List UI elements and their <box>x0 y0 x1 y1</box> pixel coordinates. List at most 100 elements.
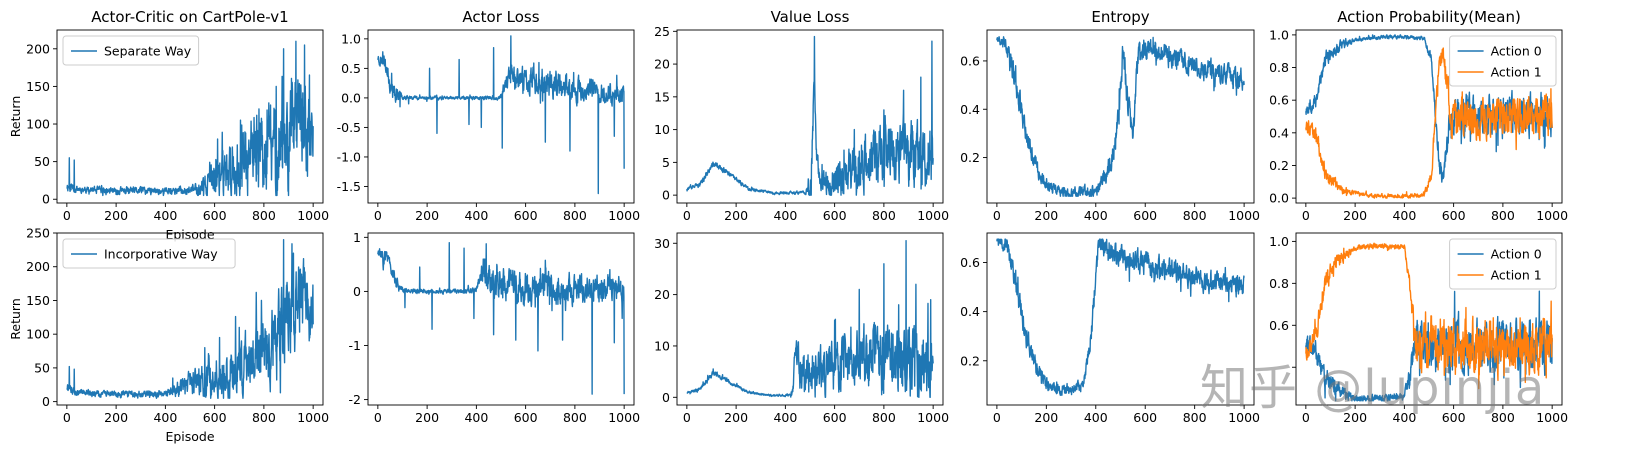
watermark: 知乎 @lupinjia <box>1200 360 1546 416</box>
x-tick-label: 600 <box>1133 208 1157 223</box>
x-tick-label: 400 <box>773 410 797 425</box>
axes-frame <box>367 232 635 406</box>
y-tick-label: 20 <box>654 287 670 302</box>
x-tick-label: 1000 <box>1228 410 1260 425</box>
y-tick-label: 0 <box>42 394 50 409</box>
x-tick-label: 400 <box>153 208 177 223</box>
y-tick-label: 0.2 <box>960 150 980 165</box>
series-line-value-loss <box>686 35 934 196</box>
y-tick-label: 15 <box>654 89 670 104</box>
x-tick-label: 200 <box>415 208 439 223</box>
x-tick-label: 600 <box>1442 208 1466 223</box>
x-tick-label: 400 <box>153 410 177 425</box>
axes-frame <box>367 29 635 204</box>
x-tick-label: 800 <box>1183 208 1207 223</box>
y-tick-label: 0.6 <box>1269 318 1289 333</box>
chart-title: Entropy <box>1091 8 1149 26</box>
y-tick-label: -0.5 <box>337 120 361 135</box>
axes-frame <box>986 29 1255 204</box>
chart-title: Actor-Critic on CartPole-v1 <box>91 8 288 26</box>
y-tick-label: 1.0 <box>341 31 361 46</box>
y-tick-label: 100 <box>26 117 50 132</box>
x-tick-label: 800 <box>1491 208 1515 223</box>
y-tick-label: 250 <box>26 226 50 241</box>
legend-box <box>62 35 200 66</box>
y-tick-label: 0.8 <box>1269 276 1289 291</box>
legend: Action 0 Action 1 <box>1449 35 1557 87</box>
chart-title: Value Loss <box>771 8 850 26</box>
y-tick-label: 0 <box>662 188 670 203</box>
legend: Separate Way <box>62 35 200 66</box>
x-tick-label: 800 <box>1183 410 1207 425</box>
x-tick-label: 600 <box>823 410 847 425</box>
legend: Action 0 Action 1 <box>1449 238 1557 290</box>
legend: Incorporative Way <box>62 238 236 269</box>
y-tick-label: 0.4 <box>960 304 980 319</box>
x-tick-label: 0 <box>374 410 382 425</box>
y-tick-label: 0.2 <box>1269 158 1289 173</box>
legend-entry: Action 1 <box>1491 268 1542 283</box>
x-tick-label: 200 <box>1034 208 1058 223</box>
y-tick-label: 0.6 <box>960 53 980 68</box>
x-tick-label: 1000 <box>1228 208 1260 223</box>
x-tick-label: 1000 <box>1536 208 1568 223</box>
y-axis-label: Return <box>8 298 23 339</box>
y-tick-label: 0 <box>353 284 361 299</box>
y-tick-label: 1 <box>353 230 361 245</box>
x-tick-label: 0 <box>1302 410 1310 425</box>
series-line-separate-way <box>66 40 314 197</box>
chart-r0c4: 0 200 400 600 800 1000 0.0 0.2 0.4 0.6 0.8 1.0 Actio… <box>1269 8 1568 223</box>
y-tick-label: 150 <box>26 293 50 308</box>
y-tick-label: 0.8 <box>1269 60 1289 75</box>
legend-entry: Action 0 <box>1491 247 1542 262</box>
y-tick-label: 0.4 <box>960 102 980 117</box>
axes-frame <box>986 232 1255 406</box>
x-tick-label: 1000 <box>608 410 640 425</box>
y-tick-label: 0.5 <box>341 61 361 76</box>
x-tick-label: 200 <box>724 410 748 425</box>
x-tick-label: 0 <box>63 208 71 223</box>
x-tick-label: 200 <box>1034 410 1058 425</box>
y-tick-label: 50 <box>34 154 50 169</box>
y-tick-label: 0.6 <box>1269 93 1289 108</box>
y-tick-label: 0.2 <box>960 353 980 368</box>
legend-box <box>1449 238 1557 290</box>
y-tick-label: 10 <box>654 122 670 137</box>
x-tick-label: 1000 <box>297 410 329 425</box>
chart-r1c2: 0 200 400 600 800 1000 0 10 20 30 <box>654 232 949 425</box>
legend-box <box>1449 35 1557 87</box>
chart-r0c3: 0 200 400 600 800 1000 0.2 0.4 0.6 Entropy <box>960 8 1260 223</box>
y-tick-label: 50 <box>34 360 50 375</box>
y-tick-label: -2 <box>349 392 361 407</box>
y-tick-label: -1.0 <box>337 149 361 164</box>
axes-frame <box>676 29 944 204</box>
x-tick-label: 0 <box>993 410 1001 425</box>
x-tick-label: 200 <box>1343 208 1367 223</box>
x-axis-label: Episode <box>165 227 214 242</box>
x-tick-label: 800 <box>252 208 276 223</box>
x-tick-label: 0 <box>683 208 691 223</box>
axes-frame <box>56 29 324 204</box>
chart-title: Actor Loss <box>462 8 539 26</box>
y-tick-label: 25 <box>654 24 670 39</box>
chart-r1c0: 0 200 400 600 800 1000 0 50 100 150 200 250 Episode R… <box>8 226 329 445</box>
legend-entry: Action 0 <box>1491 44 1542 59</box>
x-tick-label: 0 <box>63 410 71 425</box>
y-tick-label: 0 <box>662 390 670 405</box>
series-line-action-1 <box>1305 242 1553 390</box>
axes-frame <box>1295 232 1563 406</box>
x-tick-label: 400 <box>464 208 488 223</box>
y-tick-label: 150 <box>26 79 50 94</box>
y-tick-label: -1.5 <box>337 179 361 194</box>
x-tick-label: 400 <box>1392 410 1416 425</box>
legend-entry: Incorporative Way <box>104 247 218 262</box>
x-tick-label: 1000 <box>917 208 949 223</box>
x-tick-label: 0 <box>374 208 382 223</box>
x-tick-label: 400 <box>773 208 797 223</box>
x-tick-label: 0 <box>993 208 1001 223</box>
series-line-value-loss <box>686 240 934 398</box>
y-tick-label: 1.0 <box>1269 234 1289 249</box>
x-tick-label: 1000 <box>297 208 329 223</box>
